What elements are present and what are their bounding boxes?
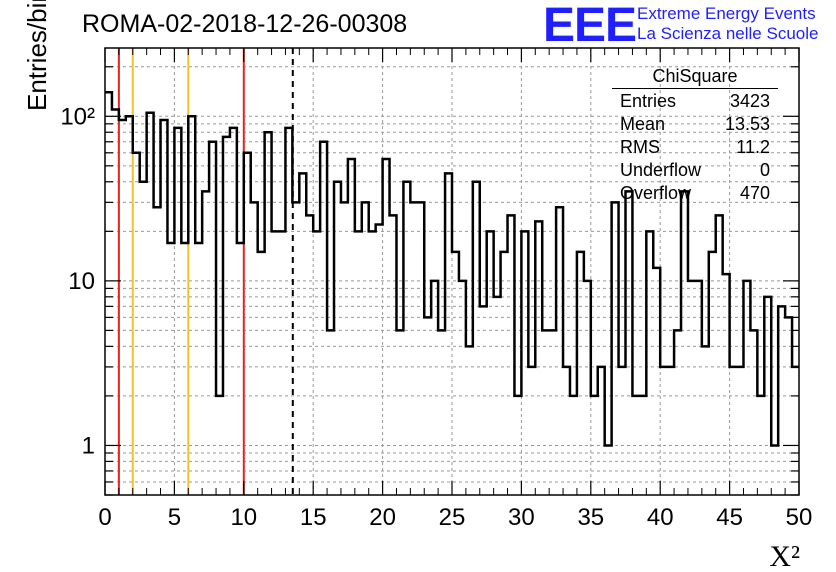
axis-ticks (104, 48, 800, 496)
x-tick-label: 15 (300, 504, 327, 531)
reference-lines (117, 48, 294, 495)
stats-row-mean: Mean 13.53 (612, 113, 778, 136)
x-tick-label: 30 (508, 504, 535, 531)
stats-value: 0 (759, 160, 770, 180)
stats-row-overflow: Overflow 470 (612, 182, 778, 205)
stats-row-rms: RMS 11.2 (612, 136, 778, 159)
stats-row-underflow: Underflow 0 (612, 159, 778, 182)
x-tick-label: 40 (647, 504, 674, 531)
stats-label: Entries (620, 91, 677, 111)
logo-line-1: Extreme Energy Events (637, 4, 816, 23)
y-tick-label: 10 (68, 268, 95, 295)
eee-logo: EEE (543, 0, 637, 52)
x-tick-label: 20 (369, 504, 396, 531)
stats-row-entries: Entries 3423 (612, 90, 778, 113)
y-tick-label: 10² (60, 103, 95, 130)
stats-value: 13.53 (724, 114, 770, 134)
chart-title: ROMA-02-2018-12-26-00308 (82, 10, 408, 38)
y-axis-label: Entries/bin (22, 0, 52, 111)
x-tick-label: 5 (168, 504, 181, 531)
logo-line-2: La Scienza nelle Scuole (637, 24, 819, 43)
histogram-series (105, 90, 799, 447)
x-tick-label: 50 (786, 504, 813, 531)
stats-title: ChiSquare (612, 66, 778, 89)
y-tick-label: 1 (82, 432, 95, 459)
stats-label: Mean (620, 114, 666, 134)
x-axis-label: X² (769, 540, 800, 572)
grid-layer (105, 48, 799, 496)
stats-value: 11.2 (736, 137, 770, 157)
stats-value: 3423 (729, 91, 770, 111)
stats-label: Overflow (620, 183, 692, 203)
stats-box: ChiSquare Entries 3423 Mean 13.53 RMS 11… (612, 66, 778, 205)
tick-labels: 0 5 10 15 20 25 30 35 40 45 50 1 10 10² (60, 103, 812, 531)
x-tick-label: 35 (577, 504, 604, 531)
stats-value: 470 (739, 183, 770, 203)
stats-label: RMS (620, 137, 660, 157)
x-tick-label: 10 (230, 504, 257, 531)
x-tick-label: 45 (716, 504, 743, 531)
stats-label: Underflow (620, 160, 702, 180)
x-tick-label: 25 (439, 504, 466, 531)
x-tick-label: 0 (98, 504, 111, 531)
